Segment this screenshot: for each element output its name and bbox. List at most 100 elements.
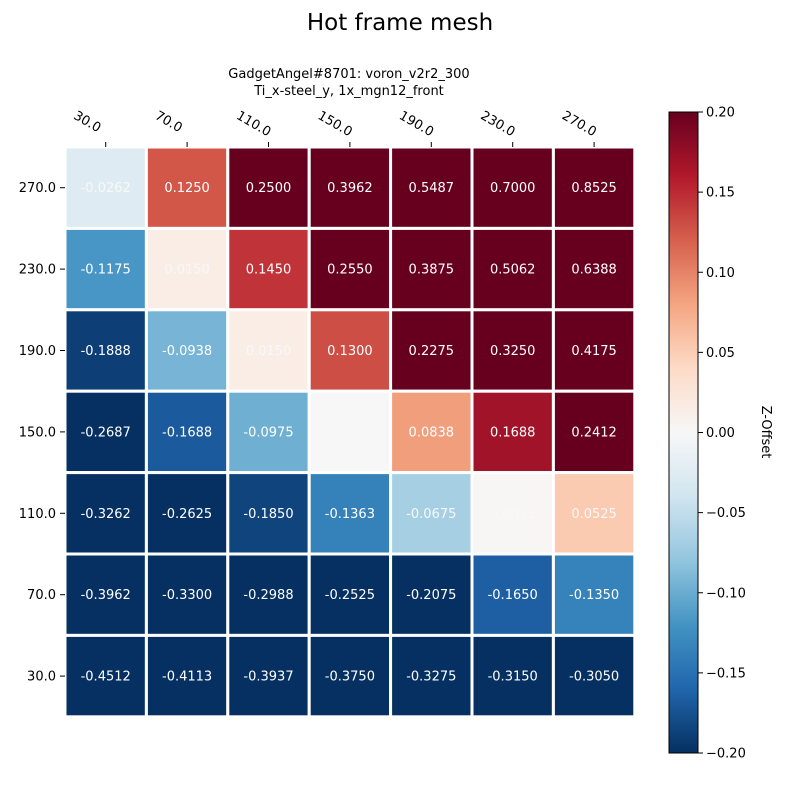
cell-value-label: 0.1450 — [246, 263, 292, 278]
cell-value-label: 0.5062 — [490, 263, 536, 278]
cell-value-label: 0.1688 — [490, 425, 536, 440]
cell-value-label: -0.3050 — [569, 670, 619, 685]
heatmap-cell — [470, 226, 555, 312]
chart-subtitle-line1: GadgetAngel#8701: voron_v2r2_300 — [228, 67, 470, 82]
colorbar-tick-label: 0.05 — [706, 346, 735, 361]
heatmap-cell — [470, 471, 555, 556]
y-tick-label: 30.0 — [27, 670, 56, 685]
cell-value-label: 0.3250 — [490, 344, 536, 359]
x-tick-label: 70.0 — [152, 108, 185, 135]
heatmap-cell — [551, 633, 637, 719]
cell-value-label: -0.1850 — [243, 507, 293, 522]
heatmap-cell — [307, 389, 393, 475]
heatmap-cell — [144, 552, 230, 637]
cell-value-label: 0.7000 — [490, 181, 536, 196]
cell-value-label: 0.3962 — [327, 181, 373, 196]
y-tick-label: 70.0 — [27, 588, 56, 603]
cell-value-label: 0.5487 — [409, 181, 455, 196]
heatmap-cell — [470, 308, 555, 393]
cell-value-label: -0.1650 — [488, 588, 538, 603]
cell-value-label: 0.2412 — [571, 425, 617, 440]
y-tick-label: 190.0 — [19, 344, 56, 359]
x-tick-label: 150.0 — [315, 108, 355, 140]
heatmap-cell — [389, 308, 474, 393]
cell-value-label: -0.3962 — [81, 588, 131, 603]
cell-value-label: 0.3875 — [409, 263, 455, 278]
y-axis: 270.0 230.0 190.0 150.0 110.0 70.0 30.0 — [19, 181, 65, 685]
cell-value-label: -0.2075 — [406, 588, 456, 603]
colorbar-tick-label: −0.10 — [706, 586, 746, 601]
colorbar-axis: −0.20 −0.15 −0.10 −0.05 0.00 0.05 0.10 0.15 0.20 — [698, 106, 746, 762]
colorbar-tick-label: 0.20 — [706, 106, 735, 121]
cell-value-label: 0.2550 — [327, 263, 373, 278]
heatmap-cell — [389, 552, 474, 637]
y-tick-label: 230.0 — [19, 263, 56, 278]
heatmap-cell — [144, 145, 230, 230]
x-tick-label: 110.0 — [234, 108, 274, 140]
cell-value-label: 0.0013 — [490, 507, 536, 522]
heatmap-cell — [226, 145, 311, 230]
cell-value-label: 0.4175 — [571, 344, 617, 359]
heatmap-cell — [144, 308, 230, 393]
heatmap-cell — [307, 471, 393, 556]
heatmap-cell — [226, 633, 311, 719]
heatmap-cell — [551, 552, 637, 637]
heatmap-cell — [551, 226, 637, 312]
colorbar-tick-label: −0.15 — [706, 666, 746, 681]
heatmap-cell — [144, 389, 230, 475]
colorbar-label: Z-Offset — [758, 406, 773, 459]
cell-value-label: -0.3275 — [406, 670, 456, 685]
cell-value-label: 0.0525 — [571, 507, 617, 522]
cell-value-label: 0.6388 — [571, 263, 617, 278]
cell-value-label: -0.0675 — [406, 507, 456, 522]
cell-value-label: -0.3750 — [325, 670, 375, 685]
cell-value-label: 0.1300 — [327, 344, 373, 359]
heatmap-cells: -0.0262 0.1250 0.2500 0.3962 0.5487 0.7000 0.8… — [63, 145, 637, 719]
x-tick-label: 230.0 — [478, 108, 518, 140]
colorbar-tick-label: 0.15 — [706, 186, 735, 201]
cell-value-label: -0.2625 — [162, 507, 212, 522]
cell-value-label: 0.0000 — [327, 425, 373, 440]
heatmap-cell — [389, 145, 474, 230]
cell-value-label: -0.0938 — [162, 344, 212, 359]
cell-value-label: -0.3300 — [162, 588, 212, 603]
colorbar-tick-label: 0.10 — [706, 266, 735, 281]
cell-value-label: 0.0838 — [409, 425, 455, 440]
x-tick-label: 190.0 — [396, 108, 436, 140]
heatmap-cell — [144, 633, 230, 719]
cell-value-label: -0.1363 — [325, 507, 375, 522]
heatmap-cell — [389, 633, 474, 719]
y-tick-label: 150.0 — [19, 425, 56, 440]
cell-value-label: -0.1888 — [81, 344, 131, 359]
cell-value-label: -0.0262 — [81, 181, 131, 196]
heatmap-cell — [144, 471, 230, 556]
cell-value-label: 0.0150 — [246, 344, 292, 359]
cell-value-label: 0.0150 — [164, 263, 210, 278]
cell-value-label: -0.2525 — [325, 588, 375, 603]
y-tick-label: 110.0 — [19, 507, 56, 522]
x-axis: 30.0 70.0 110.0 150.0 190.0 230.0 270.0 — [71, 108, 599, 147]
cell-value-label: -0.2988 — [243, 588, 293, 603]
cell-value-label: 0.2500 — [246, 181, 292, 196]
cell-value-label: -0.4512 — [81, 670, 131, 685]
y-tick-label: 270.0 — [19, 181, 56, 196]
chart-title: Hot frame mesh — [306, 10, 494, 36]
heatmap-cell — [551, 471, 637, 556]
cell-value-label: -0.1688 — [162, 425, 212, 440]
cell-value-label: -0.2687 — [81, 425, 131, 440]
x-tick-label: 270.0 — [559, 108, 599, 140]
cell-value-label: -0.3262 — [81, 507, 131, 522]
cell-value-label: 0.2275 — [409, 344, 455, 359]
heatmap-cell — [389, 389, 474, 475]
heatmap-cell — [63, 471, 148, 556]
heatmap-cell — [551, 308, 637, 393]
colorbar-tick-label: −0.20 — [706, 747, 746, 762]
cell-value-label: -0.3937 — [243, 670, 293, 685]
colorbar — [668, 111, 699, 754]
cell-value-label: -0.4113 — [162, 670, 212, 685]
cell-value-label: -0.1350 — [569, 588, 619, 603]
cell-value-label: 0.1250 — [164, 181, 210, 196]
colorbar-tick-label: −0.05 — [706, 506, 746, 521]
cell-value-label: -0.1175 — [81, 263, 131, 278]
